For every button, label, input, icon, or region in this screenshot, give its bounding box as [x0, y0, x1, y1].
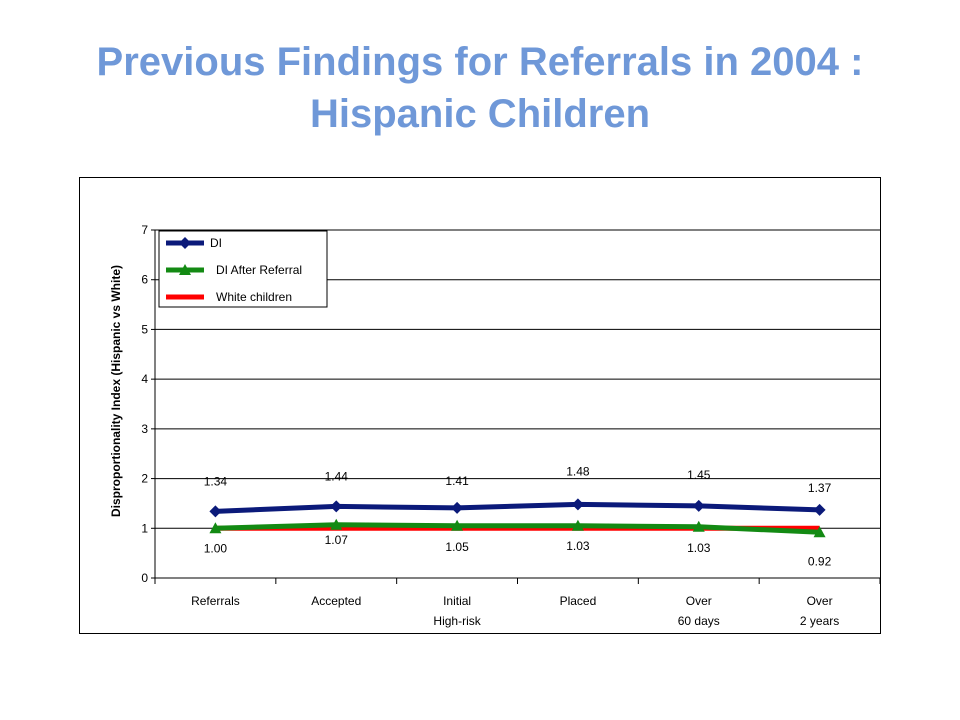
data-label: 1.03 [687, 541, 711, 555]
legend-marker [179, 237, 191, 249]
x-tick-label: Over [686, 594, 712, 608]
data-label: 1.34 [204, 474, 228, 488]
series-line-di [215, 501, 820, 514]
x-tick-label: 2 years [800, 614, 839, 628]
axes: 0 1 2 3 4 5 6 7 Referrals Accepted Initial High-ris… [141, 223, 881, 628]
data-point [692, 520, 705, 532]
series-line-di-after-referral [215, 522, 820, 535]
y-tick-label: 2 [141, 472, 148, 486]
x-tick-label: Placed [560, 594, 597, 608]
data-point [451, 501, 464, 514]
data-label: 1.45 [687, 468, 711, 482]
data-point [330, 518, 343, 530]
x-tick-label: Accepted [311, 594, 361, 608]
y-axis-title: Disproportionality Index (Hispanic vs Wh… [109, 265, 123, 517]
data-point [692, 499, 705, 512]
y-tick-label: 5 [141, 322, 148, 336]
data-point [209, 522, 222, 534]
data-label: 1.48 [566, 464, 590, 478]
legend-label: DI After Referral [216, 263, 302, 277]
legend-label: DI [210, 236, 222, 250]
y-tick-label: 1 [141, 521, 148, 535]
legend: DI DI After Referral White children [158, 230, 328, 308]
x-tick-label: Referrals [191, 594, 240, 608]
x-tick-label: 60 days [678, 614, 720, 628]
y-tick-label: 0 [141, 571, 148, 585]
y-tick-label: 4 [141, 372, 148, 386]
data-point [571, 519, 584, 531]
data-label: 1.07 [325, 533, 349, 547]
series-lines [209, 498, 826, 538]
data-labels: 1.00 1.07 1.05 1.03 1.03 0.92 1.34 1.44 1.41 1.48… [204, 464, 832, 568]
data-label: 1.05 [445, 540, 469, 554]
data-label: 1.37 [808, 481, 832, 495]
data-label: 1.41 [445, 474, 469, 488]
y-tick-label: 6 [141, 273, 148, 287]
data-label: 1.44 [325, 469, 349, 483]
data-point [451, 519, 464, 531]
x-tick-label: Initial [443, 594, 471, 608]
slide-title: Previous Findings for Referrals in 2004 … [0, 36, 960, 140]
data-point [813, 526, 826, 538]
slide-title-line-1: Previous Findings for Referrals in 2004 … [96, 40, 864, 84]
data-point [571, 498, 584, 511]
x-tick-label: Over [807, 594, 833, 608]
data-label: 1.00 [204, 541, 228, 555]
data-label: 0.92 [808, 554, 832, 568]
data-point [209, 505, 222, 518]
slide-title-line-2: Hispanic Children [309, 92, 651, 136]
y-tick-label: 7 [141, 223, 148, 237]
legend-marker [179, 264, 191, 275]
legend-label: White children [216, 290, 292, 304]
data-point [813, 503, 826, 516]
y-tick-label: 3 [141, 422, 148, 436]
data-point [330, 500, 343, 513]
data-label: 1.03 [566, 539, 590, 553]
x-tick-label: High-risk [433, 614, 481, 628]
